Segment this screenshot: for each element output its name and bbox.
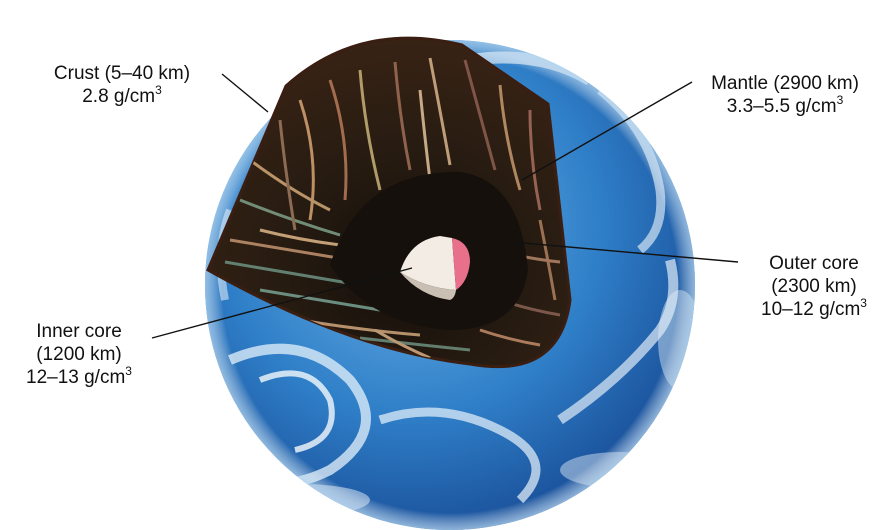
crust-density: 2.8 g/cm3	[26, 82, 218, 108]
mantle-leader-line	[521, 81, 693, 181]
mantle-convection-streaks	[224, 57, 561, 360]
outer-core-thickness: (2300 km)	[771, 276, 857, 297]
mantle-label: Mantle (2900 km) 3.3–5.5 g/cm3	[697, 72, 873, 118]
outer-core-leader-line	[511, 241, 739, 263]
inner-core-thickness: (1200 km)	[36, 344, 122, 365]
crust-density-value: 2.8 g/cm	[82, 86, 156, 107]
outer-core-label: Outer core (2300 km) 10–12 g/cm3	[740, 252, 888, 321]
inner-core-name: Inner core	[36, 321, 122, 342]
mantle-density-value: 3.3–5.5 g/cm	[726, 96, 837, 117]
crust-leader-line	[221, 73, 269, 113]
outer-core-density: 10–12 g/cm3	[740, 295, 888, 321]
mantle-name: Mantle (2900 km)	[711, 73, 859, 94]
outer-core-name: Outer core	[769, 253, 859, 274]
crust-name: Crust (5–40 km)	[53, 63, 191, 84]
inner-core	[400, 236, 470, 300]
outer-core-density-value: 10–12 g/cm	[761, 299, 861, 320]
mantle-density-exponent: 3	[836, 92, 844, 107]
crust-density-exponent: 3	[155, 82, 162, 97]
inner-core-leader-line	[151, 267, 413, 339]
mantle-density: 3.3–5.5 g/cm3	[697, 92, 873, 118]
inner-core-label: Inner core (1200 km) 12–13 g/cm3	[10, 320, 148, 389]
outer-core-density-exponent: 3	[860, 295, 867, 310]
crust-label: Crust (5–40 km) 2.8 g/cm3	[26, 62, 218, 108]
cutaway-wedge	[206, 36, 572, 369]
inner-core-density-exponent: 3	[125, 363, 132, 378]
inner-core-density: 12–13 g/cm3	[10, 363, 148, 389]
leader-lines	[151, 73, 739, 339]
inner-core-density-value: 12–13 g/cm	[26, 367, 126, 388]
